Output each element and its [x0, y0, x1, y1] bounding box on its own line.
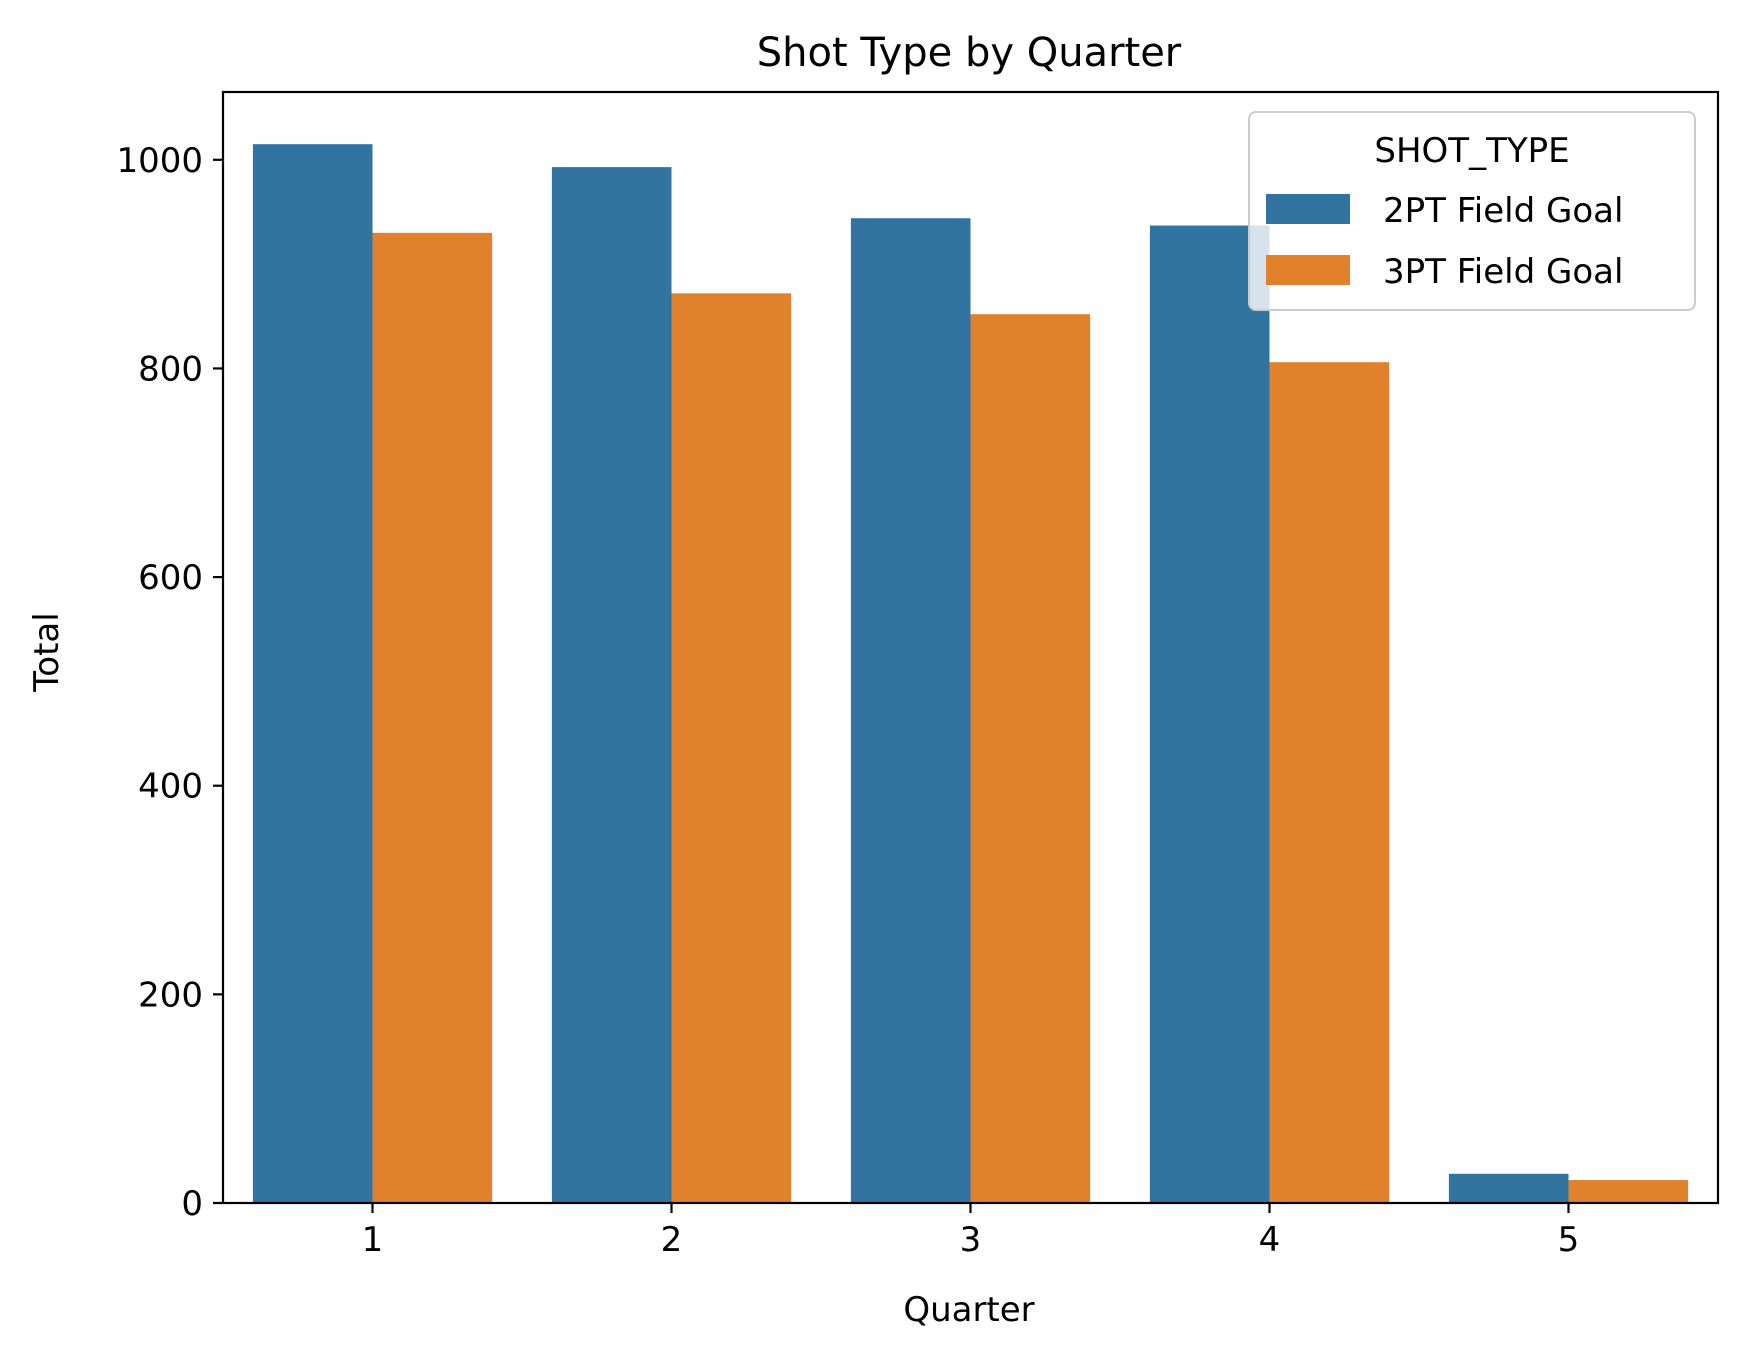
- legend-swatch-3pt: [1266, 255, 1350, 285]
- legend-title: SHOT_TYPE: [1374, 131, 1569, 171]
- bar-3pt-field-goal-q3: [970, 314, 1091, 1203]
- x-tick-label: 3: [960, 1220, 982, 1260]
- x-tick-label: 1: [362, 1220, 384, 1260]
- bar-3pt-field-goal-q1: [372, 232, 493, 1203]
- legend-label-2pt: 2PT Field Goal: [1383, 191, 1623, 231]
- x-tick-label: 4: [1259, 1220, 1281, 1260]
- chart-title: Shot Type by Quarter: [757, 30, 1182, 76]
- legend: SHOT_TYPE 2PT Field Goal 3PT Field Goal: [1248, 111, 1696, 311]
- legend-frame: [1248, 111, 1696, 311]
- y-tick-label: 800: [138, 349, 203, 389]
- bar-2pt-field-goal-q1: [252, 144, 373, 1203]
- y-tick-label: 400: [138, 767, 203, 807]
- y-axis-label: Total: [27, 612, 67, 692]
- y-tick-label: 0: [181, 1184, 203, 1224]
- bar-2pt-field-goal-q5: [1448, 1173, 1569, 1203]
- y-tick-label: 1000: [116, 141, 203, 181]
- y-tick-label: 200: [138, 975, 203, 1015]
- x-tick-label: 5: [1558, 1220, 1580, 1260]
- legend-label-3pt: 3PT Field Goal: [1383, 252, 1623, 292]
- legend-swatch-2pt: [1266, 194, 1350, 224]
- bar-2pt-field-goal-q2: [551, 167, 672, 1204]
- x-tick-label: 2: [661, 1220, 683, 1260]
- x-axis-label: Quarter: [903, 1290, 1034, 1330]
- bar-3pt-field-goal-q2: [671, 293, 792, 1204]
- bar-3pt-field-goal-q4: [1269, 362, 1390, 1203]
- bar-2pt-field-goal-q4: [1149, 225, 1270, 1203]
- axes-layer: 0 200 400 600 800 1000 1 2 3 4 5: [116, 90, 1720, 1260]
- bar-2pt-field-goal-q3: [850, 218, 971, 1204]
- bar-3pt-field-goal-q5: [1568, 1180, 1689, 1203]
- y-tick-label: 600: [138, 558, 203, 598]
- bars-layer: [252, 144, 1689, 1204]
